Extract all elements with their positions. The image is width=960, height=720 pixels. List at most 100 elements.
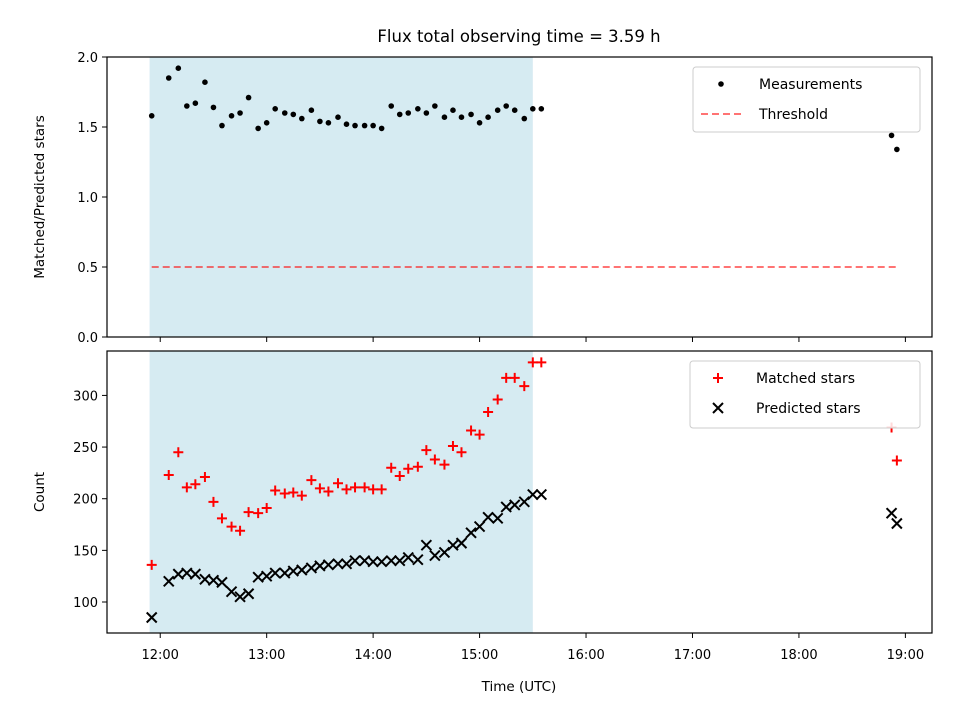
predicted-stars-point bbox=[349, 554, 361, 567]
measurements-point bbox=[511, 107, 518, 113]
matched-stars-point bbox=[333, 478, 343, 489]
matched-stars-point bbox=[173, 447, 184, 458]
matched-stars-point bbox=[394, 470, 405, 481]
measurements-point bbox=[192, 100, 199, 106]
matched-stars-point bbox=[323, 486, 334, 497]
measurements-point bbox=[503, 103, 509, 109]
matched-stars-point bbox=[216, 513, 227, 524]
predicted-stars-point bbox=[412, 553, 424, 566]
measurements-point bbox=[202, 79, 208, 85]
predicted-stars-point bbox=[535, 488, 548, 501]
matched-stars-point bbox=[163, 469, 174, 480]
x-tick-label: 17:00 bbox=[674, 648, 711, 663]
measurements-point bbox=[228, 113, 235, 119]
count-x-ticks: 12:00 13:00 14:00 15:00 16:00 17:00 18:00 19:00 bbox=[141, 633, 924, 663]
matched-stars-point bbox=[439, 459, 450, 470]
measurements-point bbox=[343, 121, 350, 127]
measurements-point bbox=[476, 120, 483, 126]
measurements-point bbox=[468, 111, 474, 118]
predicted-stars-point bbox=[402, 551, 414, 564]
measurements-point bbox=[308, 107, 315, 113]
count-y-axis-label: Count bbox=[32, 472, 48, 512]
predicted-stars-point bbox=[242, 588, 255, 600]
measurements-point bbox=[325, 120, 332, 126]
predicted-stars-point bbox=[482, 511, 494, 524]
y-tick-label: 300 bbox=[73, 389, 98, 404]
matched-stars-point bbox=[243, 507, 254, 518]
measurements-point bbox=[458, 114, 465, 120]
matched-stars-point bbox=[288, 487, 299, 498]
measurements-point bbox=[148, 113, 155, 119]
predicted-stars-point bbox=[367, 556, 379, 568]
measurements-point bbox=[405, 110, 412, 116]
matched-stars-point bbox=[519, 381, 530, 392]
measurements-point bbox=[396, 111, 403, 118]
predicted-stars-point bbox=[225, 585, 238, 598]
matched-stars-point bbox=[501, 372, 512, 383]
y-tick-label: 1.0 bbox=[77, 191, 98, 206]
predicted-stars-point bbox=[279, 567, 291, 579]
matched-stars-point bbox=[261, 503, 272, 514]
y-tick-label: 150 bbox=[73, 544, 98, 559]
matched-stars-point bbox=[456, 447, 467, 458]
measurements-point bbox=[290, 111, 297, 118]
x-axis-label: Time (UTC) bbox=[481, 679, 557, 695]
predicted-stars-point bbox=[163, 575, 175, 588]
matched-stars-point bbox=[341, 484, 352, 495]
matched-stars-point bbox=[429, 454, 440, 465]
measurements-point bbox=[530, 106, 536, 112]
measurements-point bbox=[521, 115, 528, 122]
count-legend: Matched stars Predicted stars bbox=[689, 360, 921, 429]
count-panel: 100 150 200 250 300 12:00 13:00 14:00 15:00 16:0… bbox=[32, 350, 933, 663]
measurements-point bbox=[450, 107, 456, 113]
measurements-point bbox=[361, 122, 368, 129]
matched-stars-point bbox=[483, 406, 494, 417]
y-tick-label: 0.0 bbox=[77, 331, 98, 346]
predicted-stars-point bbox=[885, 507, 898, 519]
y-tick-label: 100 bbox=[73, 596, 98, 611]
measurements-point bbox=[281, 110, 288, 116]
matched-stars-point bbox=[226, 521, 237, 532]
predicted-stars-point bbox=[146, 611, 158, 624]
matched-stars-point bbox=[527, 357, 538, 368]
predicted-stars-point bbox=[322, 559, 335, 571]
measurements-point bbox=[175, 65, 182, 71]
matched-stars-point bbox=[235, 525, 246, 536]
ratio-y-ticks: 0.0 0.5 1.0 1.5 2.0 bbox=[77, 51, 107, 346]
y-tick-label: 250 bbox=[73, 441, 98, 456]
measurements-point bbox=[485, 114, 491, 120]
measurements-point bbox=[894, 146, 900, 153]
matched-stars-point bbox=[403, 463, 414, 474]
matched-stars-point bbox=[412, 461, 423, 472]
predicted-stars-point bbox=[500, 501, 512, 513]
measurements-point bbox=[432, 103, 438, 109]
predicted-stars-point bbox=[455, 537, 468, 549]
predicted-stars-point bbox=[296, 564, 308, 576]
predicted-stars-point bbox=[260, 570, 273, 582]
measurements-point bbox=[184, 103, 190, 109]
legend-label: Threshold bbox=[758, 107, 828, 123]
measurements-point bbox=[165, 75, 172, 81]
predicted-stars-point bbox=[189, 568, 202, 580]
predicted-stars-point bbox=[509, 499, 521, 511]
predicted-stars-point bbox=[340, 558, 353, 570]
matched-stars-point bbox=[279, 488, 290, 499]
predicted-stars-point bbox=[465, 527, 477, 539]
legend-label: Predicted stars bbox=[756, 401, 861, 417]
legend-label: Matched stars bbox=[756, 371, 855, 387]
measurements-point bbox=[494, 107, 501, 113]
predicted-stars-point bbox=[375, 556, 388, 568]
measurements-point bbox=[423, 110, 430, 116]
x-tick-label: 16:00 bbox=[567, 648, 604, 663]
measurements-point bbox=[210, 104, 217, 111]
measurements-point bbox=[352, 122, 358, 129]
measurements-point bbox=[272, 106, 278, 112]
y-tick-label: 0.5 bbox=[77, 261, 98, 276]
legend-marker-swatch bbox=[712, 402, 724, 414]
matched-stars-point bbox=[359, 482, 370, 493]
predicted-stars-point bbox=[269, 567, 281, 579]
measurements-point bbox=[219, 122, 225, 129]
legend-box bbox=[689, 360, 921, 429]
legend-box bbox=[692, 66, 921, 133]
